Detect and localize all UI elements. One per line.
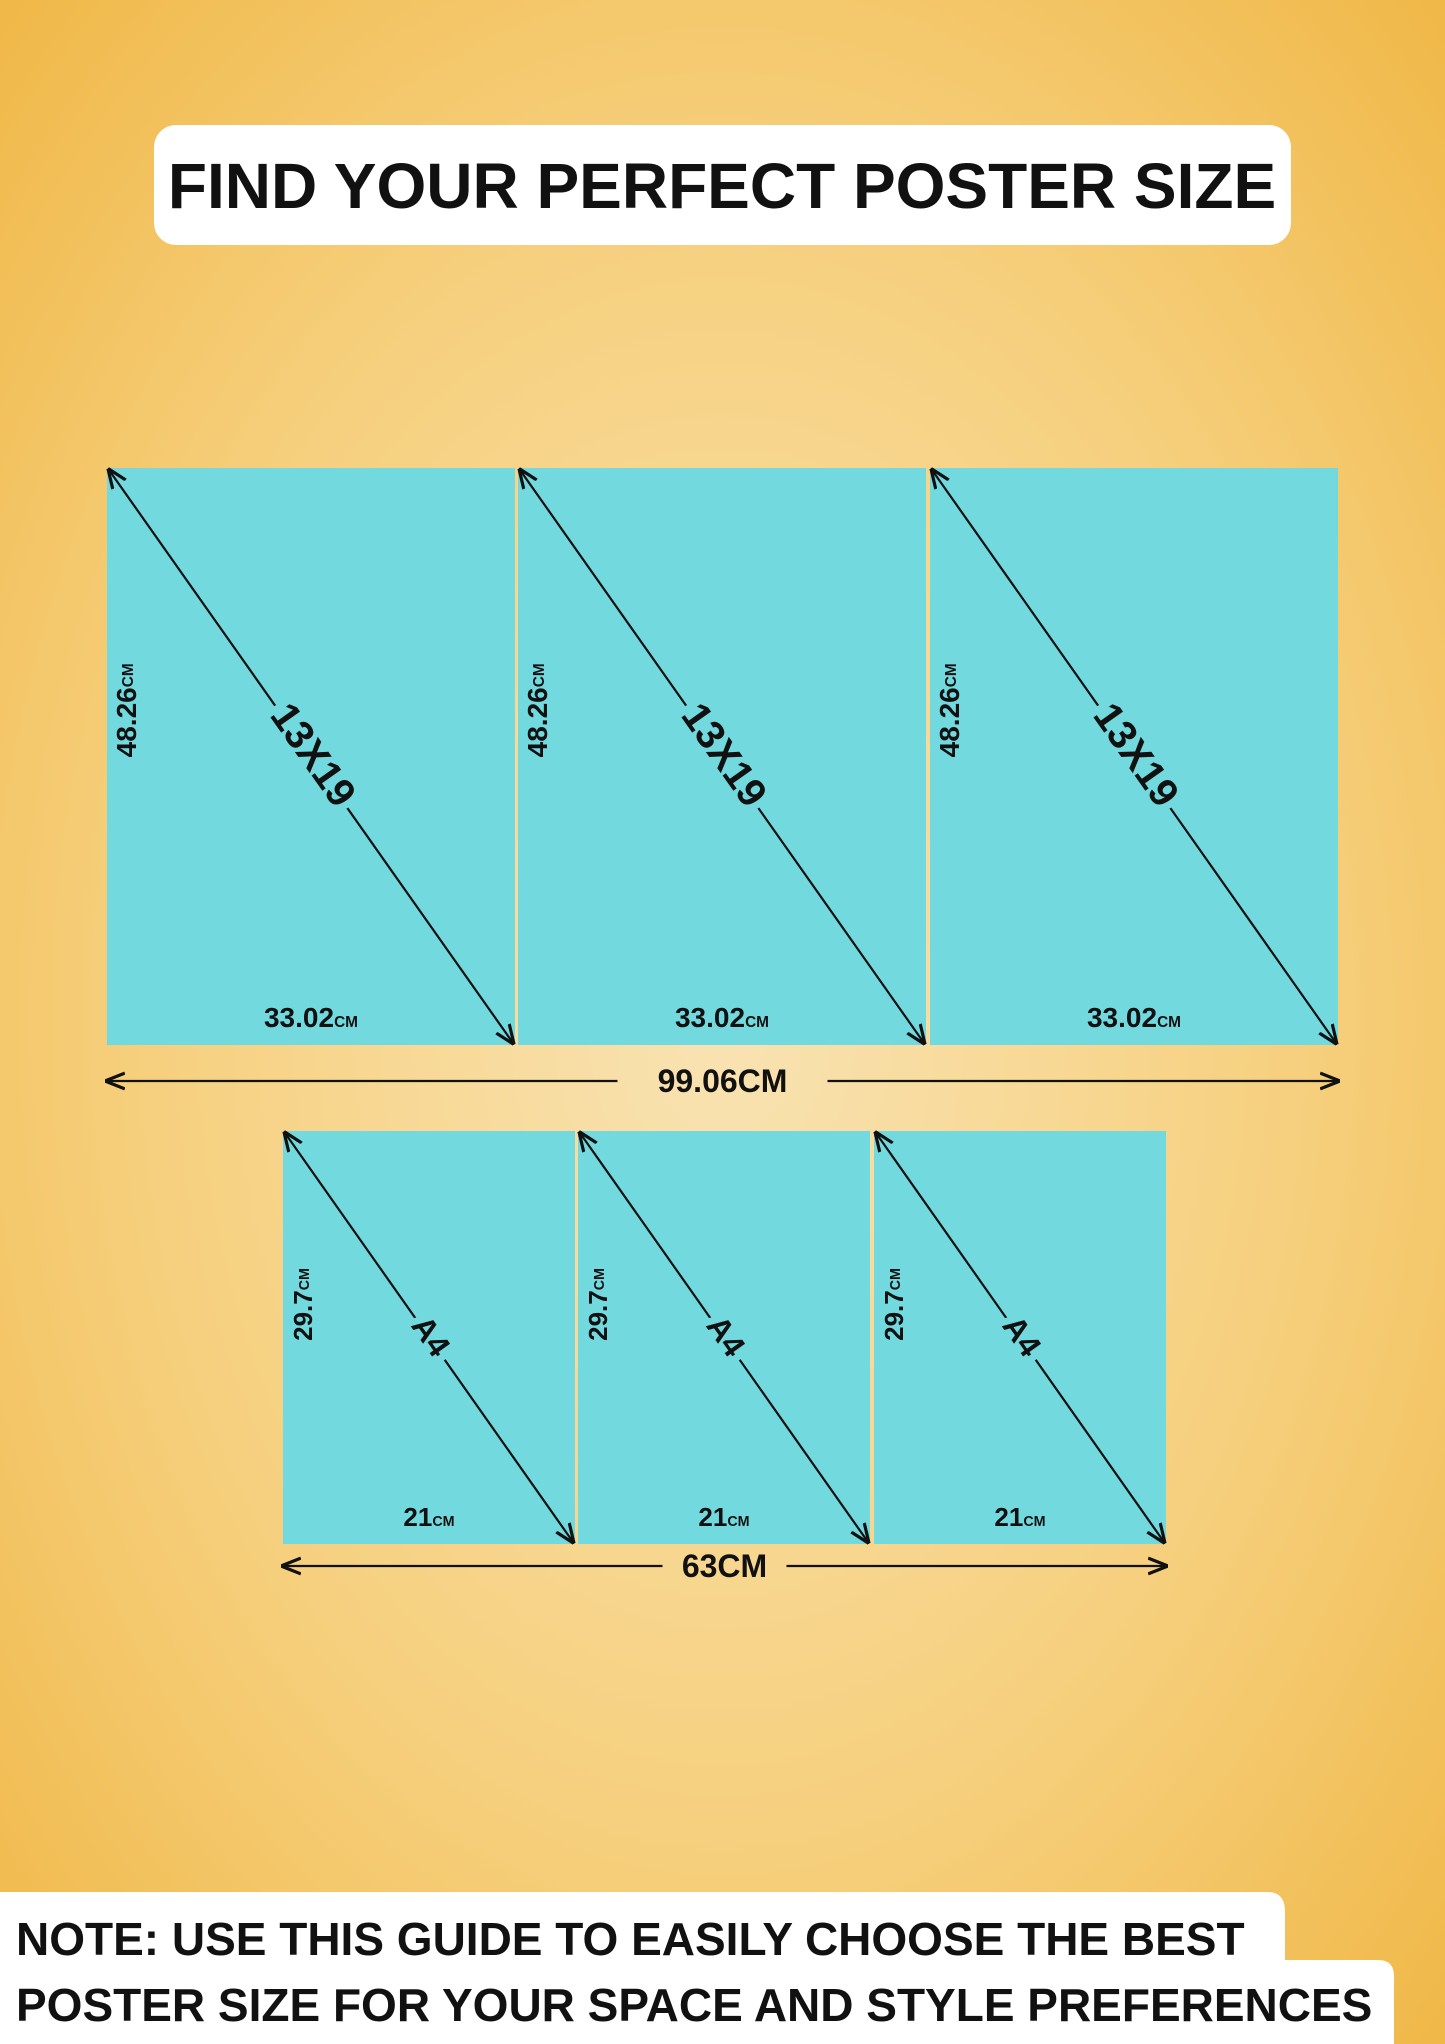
height-unit: CM bbox=[531, 663, 548, 687]
width-unit: CM bbox=[1023, 1514, 1045, 1530]
height-label: 48.26CM bbox=[522, 663, 553, 757]
height-label: 48.26CM bbox=[111, 663, 142, 757]
width-value: 33.02 bbox=[264, 1002, 334, 1033]
height-unit: CM bbox=[592, 1268, 608, 1290]
diagonal-arrow bbox=[876, 1133, 1164, 1542]
height-label: 29.7CM bbox=[583, 1268, 613, 1341]
width-value: 21 bbox=[698, 1502, 727, 1532]
height-unit: CM bbox=[120, 663, 137, 687]
note-box bbox=[0, 1892, 1394, 2044]
height-label: 29.7CM bbox=[288, 1268, 318, 1341]
height-value: 48.26 bbox=[522, 687, 553, 757]
width-label: 21CM bbox=[698, 1502, 749, 1532]
width-value: 33.02 bbox=[1087, 1002, 1157, 1033]
height-value: 29.7 bbox=[583, 1290, 613, 1341]
width-unit: CM bbox=[727, 1514, 749, 1530]
height-value: 29.7 bbox=[879, 1290, 909, 1341]
width-label: 21CM bbox=[994, 1502, 1045, 1532]
height-unit: CM bbox=[297, 1268, 313, 1290]
height-label: 29.7CM bbox=[879, 1268, 909, 1341]
diagonal-arrow bbox=[109, 470, 513, 1043]
diagonal-arrow bbox=[932, 470, 1336, 1043]
total-label: 63CM bbox=[682, 1548, 767, 1584]
height-label: 48.26CM bbox=[934, 663, 965, 757]
diagonal-arrow bbox=[285, 1133, 573, 1542]
width-unit: CM bbox=[1157, 1014, 1181, 1031]
width-value: 21 bbox=[994, 1502, 1023, 1532]
title: FIND YOUR PERFECT POSTER SIZE bbox=[168, 150, 1276, 222]
height-unit: CM bbox=[943, 663, 960, 687]
width-unit: CM bbox=[334, 1014, 358, 1031]
title-box bbox=[154, 125, 1291, 245]
height-unit: CM bbox=[888, 1268, 904, 1290]
width-label: 33.02CM bbox=[264, 1002, 358, 1033]
width-label: 33.02CM bbox=[1087, 1002, 1181, 1033]
diagonal-arrow bbox=[580, 1133, 868, 1542]
height-value: 48.26 bbox=[111, 687, 142, 757]
width-value: 21 bbox=[403, 1502, 432, 1532]
diagonal-arrow bbox=[520, 470, 924, 1043]
note-line: NOTE: USE THIS GUIDE TO EASILY CHOOSE TH… bbox=[16, 1913, 1245, 1965]
height-value: 29.7 bbox=[288, 1290, 318, 1341]
height-value: 48.26 bbox=[934, 687, 965, 757]
width-unit: CM bbox=[432, 1514, 454, 1530]
total-label: 99.06CM bbox=[658, 1063, 788, 1099]
width-value: 33.02 bbox=[675, 1002, 745, 1033]
width-label: 21CM bbox=[403, 1502, 454, 1532]
width-label: 33.02CM bbox=[675, 1002, 769, 1033]
width-unit: CM bbox=[745, 1014, 769, 1031]
note-line: POSTER SIZE FOR YOUR SPACE AND STYLE PRE… bbox=[16, 1979, 1372, 2031]
